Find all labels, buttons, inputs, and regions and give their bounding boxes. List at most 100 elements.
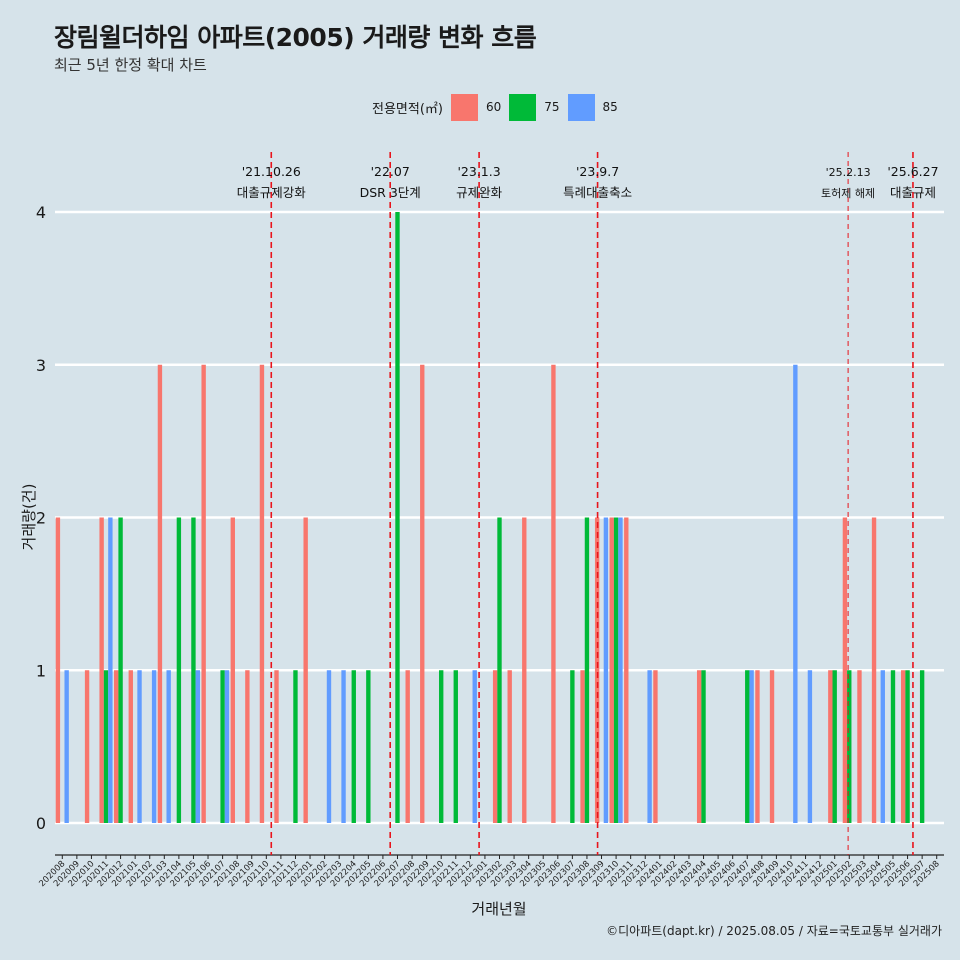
y-tick-label-0: 0 [36,814,46,833]
bar-202501-75 [832,670,837,823]
bar-202411-85 [807,670,813,823]
legend-item-60: 60 [450,93,502,121]
bar-202008-85 [64,670,69,823]
bar-202208-60 [405,670,410,823]
chart-title: 장림윌더하임 아파트(2005) 거래량 변화 흐름 [54,23,537,52]
bar-202506-60 [901,670,906,823]
event-label-1: DSR 3단계 [360,185,421,200]
bar-202105-75 [191,517,196,823]
bar-202404-60 [696,670,702,823]
bar-202404-75 [701,670,706,823]
bar-202302-75 [497,517,502,823]
bar-202103-85 [166,670,171,823]
bar-202310-60 [609,517,614,823]
bar-202310-85 [618,517,623,823]
legend-label-60: 60 [485,100,502,114]
bar-202210-75 [439,670,444,823]
bar-202410-85 [793,364,798,823]
bar-202008-60 [55,517,61,823]
bar-202311-60 [624,517,629,823]
legend-label-85: 85 [602,100,618,114]
legend-swatch-85 [567,93,595,121]
bar-202408-60 [755,670,760,823]
y-tick-label-2: 2 [36,509,46,528]
bar-202503-60 [857,670,862,823]
event-date-0: '21.10.26 [242,164,301,179]
bar-202102-85 [151,670,157,823]
bar-202505-75 [890,670,896,823]
event-date-5: '25.6.27 [887,164,938,179]
bar-202504-60 [871,517,877,823]
event-date-3: '23.9.7 [576,164,619,179]
bar-202109-60 [245,670,250,823]
bar-202110-60 [259,364,265,823]
bar-202304-60 [522,517,527,823]
bar-202108-60 [230,517,235,823]
event-date-2: '23.1.3 [457,164,500,179]
bar-202204-75 [351,670,356,823]
bar-202207-75 [395,212,400,823]
bar-202502-60 [842,517,848,823]
legend: 전용면적(㎡) 60 75 85 [372,93,626,121]
event-date-1: '22.07 [371,164,410,179]
bar-202306-60 [551,364,556,823]
y-tick-label-1: 1 [36,661,46,680]
bar-202107-85 [224,670,230,823]
bar-202011-60 [99,517,104,823]
bar-202310-75 [613,517,619,823]
bar-202401-60 [653,670,658,823]
legend-swatch-75 [509,93,537,121]
x-axis-title: 거래년월 [471,900,526,918]
bar-202010-60 [84,670,90,823]
y-tick-label-4: 4 [36,203,46,222]
bar-202409-60 [769,670,775,823]
bar-202504-85 [880,670,885,823]
legend-swatch-60 [450,93,478,121]
bar-202202-85 [326,670,332,823]
event-label-0: 대출규제강화 [237,185,307,200]
bar-202501-60 [828,670,833,823]
bar-202307-75 [570,670,575,823]
bar-202407-85 [749,670,754,823]
event-label-5: 대출규제 [890,185,936,200]
bar-202312-85 [647,670,652,823]
bar-202104-75 [176,517,182,823]
source-caption: ©디아파트(dapt.kr) / 2025.08.05 / 자료=국토교통부 실… [606,924,942,938]
bar-202101-85 [137,670,142,823]
bar-202011-85 [108,517,113,823]
bar-202308-60 [580,670,585,823]
bar-202106-60 [201,364,206,823]
bar-202203-85 [341,670,346,823]
bar-202507-75 [919,670,925,823]
bar-202309-85 [603,517,609,823]
bar-202309-60 [594,517,600,823]
chart-subtitle: 최근 5년 한정 확대 차트 [54,56,207,74]
y-tick-label-3: 3 [36,356,46,375]
bar-202502-75 [847,670,852,823]
bar-202303-60 [507,670,512,823]
bar-202103-60 [157,364,163,823]
event-label-3: 특례대출축소 [563,185,632,200]
bar-202011-75 [103,670,109,823]
bar-202205-75 [366,670,371,823]
bar-202407-75 [745,670,750,823]
bar-202302-60 [492,670,498,823]
bar-202308-75 [584,517,590,823]
bar-202012-75 [118,517,123,823]
bar-202212-85 [472,670,477,823]
bar-202101-60 [128,670,133,823]
bar-202211-75 [453,670,458,823]
bar-202112-75 [293,670,298,823]
bar-202107-75 [220,670,225,823]
legend-title: 전용면적(㎡) [372,101,443,117]
legend-label-75: 75 [544,100,560,114]
bar-202105-85 [195,670,201,823]
bar-202506-75 [905,670,910,823]
bar-202209-60 [420,364,425,823]
event-date-4: '25.2.13 [826,166,871,179]
event-label-2: 규제완화 [456,185,503,200]
y-axis-title: 거래량(건) [20,484,38,551]
legend-item-85: 85 [567,93,618,121]
event-label-4: 토허제 해제 [821,186,875,200]
